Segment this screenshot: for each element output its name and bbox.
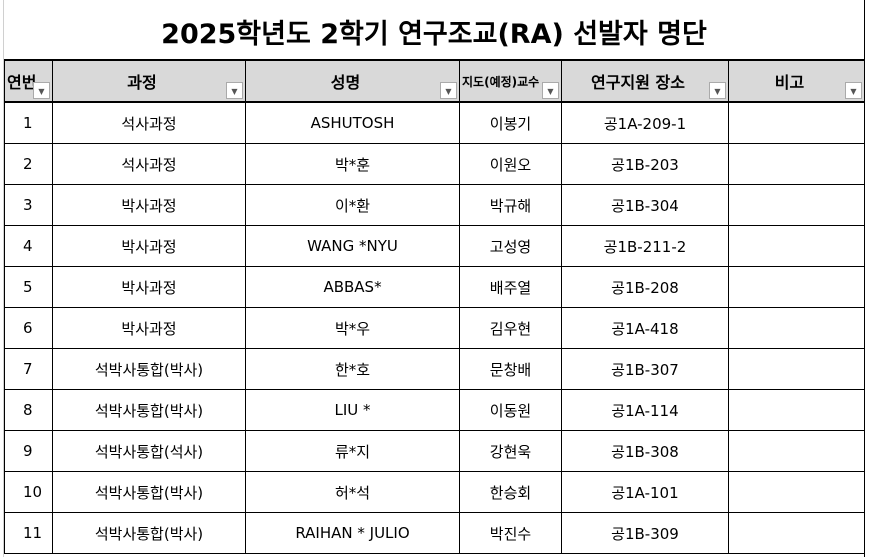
table-row: 7 석박사통합(박사) 한*호 문창배 공1B-307	[4, 348, 865, 390]
cell-program[interactable]: 석박사통합(박사)	[52, 512, 246, 554]
table-row: 3 박사과정 이*환 박규해 공1B-304	[4, 184, 865, 226]
cell-advisor[interactable]: 문창배	[459, 348, 562, 390]
cell-location[interactable]: 공1A-209-1	[561, 101, 729, 144]
cell-program[interactable]: 석사과정	[52, 143, 246, 185]
cell-advisor[interactable]: 이원오	[459, 143, 562, 185]
cell-advisor[interactable]: 박진수	[459, 512, 562, 554]
col-header-remarks: 비고 ▼	[728, 60, 865, 103]
cell-remarks[interactable]	[728, 101, 865, 144]
cell-name[interactable]: 박*우	[245, 307, 460, 349]
cell-program[interactable]: 석박사통합(박사)	[52, 389, 246, 431]
cell-remarks[interactable]	[728, 225, 865, 267]
filter-dropdown-icon[interactable]: ▼	[845, 82, 862, 99]
cell-name[interactable]: WANG *NYU	[245, 225, 460, 267]
cell-name[interactable]: 허*석	[245, 471, 460, 513]
cell-name[interactable]: RAIHAN * JULIO	[245, 512, 460, 554]
cell-number[interactable]: 11	[4, 512, 53, 554]
col-header-location: 연구지원 장소 ▼	[561, 60, 729, 103]
cell-remarks[interactable]	[728, 184, 865, 226]
cell-program[interactable]: 석박사통합(박사)	[52, 348, 246, 390]
cell-program[interactable]: 박사과정	[52, 184, 246, 226]
grid-line	[3, 0, 4, 557]
header-row: 연번 ▼ 과정 ▼ 성명 ▼ 지도(예정)교수 ▼ 연구지원 장소 ▼ 비고 ▼	[4, 60, 865, 103]
cell-remarks[interactable]	[728, 389, 865, 431]
filter-dropdown-icon[interactable]: ▼	[33, 82, 50, 99]
cell-advisor[interactable]: 이동원	[459, 389, 562, 431]
cell-location[interactable]: 공1A-101	[561, 471, 729, 513]
cell-remarks[interactable]	[728, 307, 865, 349]
cell-location[interactable]: 공1A-114	[561, 389, 729, 431]
cell-number[interactable]: 6	[4, 307, 53, 349]
cell-location[interactable]: 공1A-418	[561, 307, 729, 349]
cell-name[interactable]: LIU *	[245, 389, 460, 431]
cell-program[interactable]: 박사과정	[52, 266, 246, 308]
cell-remarks[interactable]	[728, 266, 865, 308]
cell-advisor[interactable]: 한승회	[459, 471, 562, 513]
cell-advisor[interactable]: 배주열	[459, 266, 562, 308]
cell-number[interactable]: 5	[4, 266, 53, 308]
cell-program[interactable]: 석박사통합(석사)	[52, 430, 246, 472]
cell-location[interactable]: 공1B-208	[561, 266, 729, 308]
cell-name[interactable]: ASHUTOSH	[245, 101, 460, 144]
cell-remarks[interactable]	[728, 512, 865, 554]
cell-remarks[interactable]	[728, 348, 865, 390]
cell-remarks[interactable]	[728, 143, 865, 185]
grid-line	[864, 0, 865, 557]
cell-name[interactable]: 이*환	[245, 184, 460, 226]
table-row: 5 박사과정 ABBAS* 배주열 공1B-208	[4, 266, 865, 308]
sheet-title: 2025학년도 2학기 연구조교(RA) 선발자 명단	[4, 4, 864, 60]
filter-dropdown-icon[interactable]: ▼	[709, 82, 726, 99]
col-header-name: 성명 ▼	[245, 60, 460, 103]
filter-dropdown-icon[interactable]: ▼	[440, 82, 457, 99]
table-row: 2 석사과정 박*훈 이원오 공1B-203	[4, 143, 865, 185]
table-row: 6 박사과정 박*우 김우현 공1A-418	[4, 307, 865, 349]
table-row: 11 석박사통합(박사) RAIHAN * JULIO 박진수 공1B-309	[4, 512, 865, 554]
cell-location[interactable]: 공1B-308	[561, 430, 729, 472]
table-row: 8 석박사통합(박사) LIU * 이동원 공1A-114	[4, 389, 865, 431]
cell-advisor[interactable]: 김우현	[459, 307, 562, 349]
col-header-program: 과정 ▼	[52, 60, 246, 103]
cell-advisor[interactable]: 고성영	[459, 225, 562, 267]
cell-program[interactable]: 석박사통합(박사)	[52, 471, 246, 513]
cell-program[interactable]: 박사과정	[52, 307, 246, 349]
cell-name[interactable]: 한*호	[245, 348, 460, 390]
cell-location[interactable]: 공1B-309	[561, 512, 729, 554]
cell-program[interactable]: 석사과정	[52, 101, 246, 144]
col-header-advisor: 지도(예정)교수 ▼	[459, 60, 562, 103]
cell-number[interactable]: 3	[4, 184, 53, 226]
table-row: 9 석박사통합(석사) 류*지 강현욱 공1B-308	[4, 430, 865, 472]
cell-number[interactable]: 10	[4, 471, 53, 513]
cell-name[interactable]: ABBAS*	[245, 266, 460, 308]
cell-number[interactable]: 9	[4, 430, 53, 472]
table-row: 10 석박사통합(박사) 허*석 한승회 공1A-101	[4, 471, 865, 513]
cell-advisor[interactable]: 이봉기	[459, 101, 562, 144]
cell-location[interactable]: 공1B-304	[561, 184, 729, 226]
table-row: 4 박사과정 WANG *NYU 고성영 공1B-211-2	[4, 225, 865, 267]
cell-program[interactable]: 박사과정	[52, 225, 246, 267]
filter-dropdown-icon[interactable]: ▼	[542, 82, 559, 99]
cell-name[interactable]: 박*훈	[245, 143, 460, 185]
cell-remarks[interactable]	[728, 471, 865, 513]
col-header-number: 연번 ▼	[4, 60, 53, 103]
cell-number[interactable]: 1	[4, 101, 53, 144]
table-row: 1 석사과정 ASHUTOSH 이봉기 공1A-209-1	[4, 101, 865, 144]
cell-location[interactable]: 공1B-211-2	[561, 225, 729, 267]
cell-advisor[interactable]: 박규해	[459, 184, 562, 226]
cell-name[interactable]: 류*지	[245, 430, 460, 472]
cell-remarks[interactable]	[728, 430, 865, 472]
cell-advisor[interactable]: 강현욱	[459, 430, 562, 472]
cell-number[interactable]: 2	[4, 143, 53, 185]
cell-number[interactable]: 4	[4, 225, 53, 267]
filter-dropdown-icon[interactable]: ▼	[226, 82, 243, 99]
cell-location[interactable]: 공1B-307	[561, 348, 729, 390]
cell-number[interactable]: 7	[4, 348, 53, 390]
cell-number[interactable]: 8	[4, 389, 53, 431]
roster-table: 연번 ▼ 과정 ▼ 성명 ▼ 지도(예정)교수 ▼ 연구지원 장소 ▼ 비고 ▼ 1 석사과정…	[4, 60, 865, 554]
cell-location[interactable]: 공1B-203	[561, 143, 729, 185]
